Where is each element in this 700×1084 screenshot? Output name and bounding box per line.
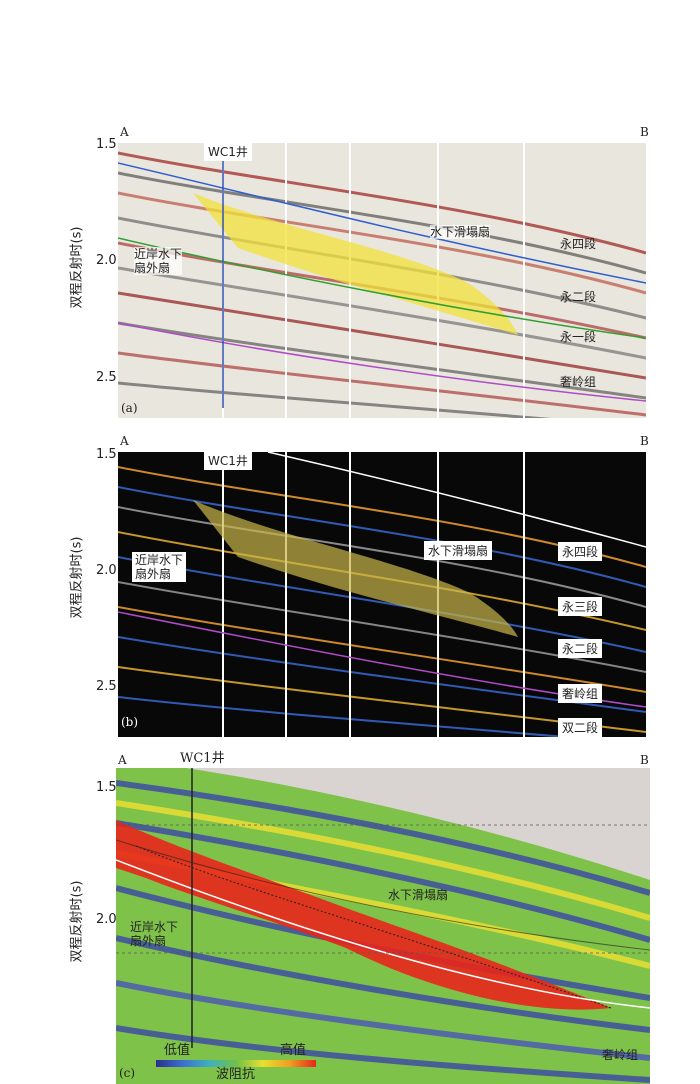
colorbar-low-label: 低值 <box>164 1043 191 1058</box>
panel-b-tick: 1.5 <box>96 447 117 462</box>
near-shore-fan-label-c: 近岸水下 扇外扇 <box>130 920 179 948</box>
slump-fan-label-a: 水下滑塌扇 <box>430 225 491 239</box>
panel-c-tick: 1.5 <box>96 780 117 795</box>
unit-label-b: 双二段 <box>558 718 603 737</box>
unit-label-b: 奢岭组 <box>558 684 603 703</box>
unit-label-b: 永四段 <box>558 542 603 561</box>
slump-fan-label-c: 水下滑塌扇 <box>388 888 449 902</box>
panel-a-tag: (a) <box>121 401 138 415</box>
unit-label-c: 奢岭组 <box>602 1048 639 1062</box>
seismic-section-b: WC1井 近岸水下 扇外扇 水下滑塌扇 永四段 永三段 永二段 奢岭组 双二段 (… <box>118 452 646 737</box>
well-label-c: WC1井 <box>180 751 225 766</box>
panel-b-end-right: B <box>640 434 649 448</box>
unit-label-b: 永二段 <box>558 639 603 658</box>
impedance-section-c: 近岸水下 扇外扇 水下滑塌扇 奢岭组 (c) 低值 高值 波阻抗 <box>116 768 650 1084</box>
panel-a-tick: 2.5 <box>96 370 117 385</box>
panel-c-tag: (c) <box>119 1066 136 1080</box>
seismic-section-a: WC1井 近岸水下 扇外扇 水下滑塌扇 永四段 永二段 永一段 奢岭组 (a) <box>118 143 646 418</box>
well-label-a: WC1井 <box>204 143 252 161</box>
unit-label-a: 永四段 <box>560 237 597 251</box>
panel-b-tag: (b) <box>121 715 139 729</box>
panel-b-y-axis-label: 双程反射时(s) <box>69 536 85 619</box>
unit-label-a: 永一段 <box>560 330 597 344</box>
colorbar-high-label: 高值 <box>280 1043 307 1058</box>
panel-a-end-right: B <box>640 125 649 139</box>
impedance-image-c <box>116 768 650 1084</box>
panel-b-end-left: A <box>120 434 129 448</box>
panel-c-end-right: B <box>640 753 649 767</box>
near-shore-fan-label-a: 近岸水下 扇外扇 <box>134 247 183 275</box>
slump-fan-label-b: 水下滑塌扇 <box>424 541 493 560</box>
seismic-image-a <box>118 143 646 418</box>
panel-a-tick: 1.5 <box>96 137 117 152</box>
panel-a-y-axis-label: 双程反射时(s) <box>69 226 85 309</box>
panel-b-tick: 2.0 <box>96 563 117 578</box>
panel-c-y-axis-label: 双程反射时(s) <box>69 880 85 963</box>
panel-b-tick: 2.5 <box>96 679 117 694</box>
panel-c-tick: 2.0 <box>96 912 117 927</box>
colorbar-title: 波阻抗 <box>216 1067 256 1082</box>
unit-label-a: 奢岭组 <box>560 375 597 389</box>
unit-label-b: 永三段 <box>558 597 603 616</box>
near-shore-fan-label-b: 近岸水下 扇外扇 <box>132 552 187 582</box>
well-label-b: WC1井 <box>204 452 252 470</box>
panel-a-end-left: A <box>120 125 129 139</box>
panel-c-end-left: A <box>118 753 127 767</box>
colorbar-gradient <box>156 1060 316 1067</box>
unit-label-a: 永二段 <box>560 290 597 304</box>
panel-a-tick: 2.0 <box>96 253 117 268</box>
